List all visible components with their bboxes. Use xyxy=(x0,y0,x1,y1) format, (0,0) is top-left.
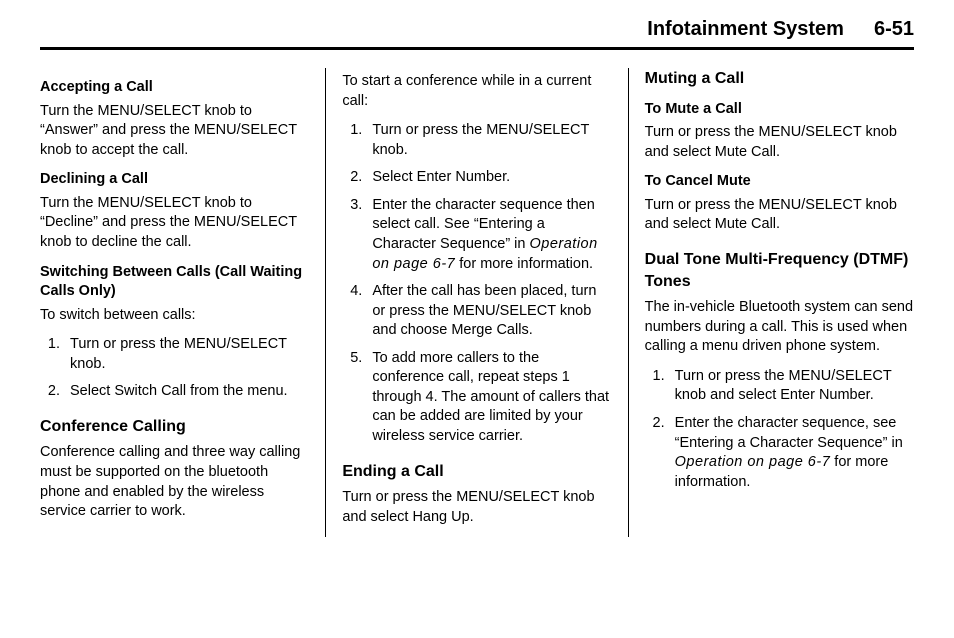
para-conference-intro: To start a conference while in a current… xyxy=(342,72,611,111)
heading-to-mute: To Mute a Call xyxy=(645,100,914,120)
heading-ending-call: Ending a Call xyxy=(342,461,611,483)
para-switching-intro: To switch between calls: xyxy=(40,306,309,326)
para-to-mute: Turn or press the MENU/SELECT knob and s… xyxy=(645,123,914,162)
text: Enter the character sequence, see “Enter… xyxy=(675,415,903,451)
column-2: To start a conference while in a current… xyxy=(326,68,627,537)
heading-declining-call: Declining a Call xyxy=(40,170,309,190)
list-conference-steps: Turn or press the MENU/SELECT knob. Sele… xyxy=(342,121,611,446)
text: for more information. xyxy=(455,256,593,272)
heading-cancel-mute: To Cancel Mute xyxy=(645,172,914,192)
list-dtmf-steps: Turn or press the MENU/SELECT knob and s… xyxy=(645,367,914,492)
para-conference-calling: Conference calling and three way calling… xyxy=(40,443,309,521)
page-header: Infotainment System 6-51 xyxy=(40,18,914,50)
column-3: Muting a Call To Mute a Call Turn or pre… xyxy=(629,68,914,537)
para-declining-call: Turn the MENU/SELECT knob to “Decline” a… xyxy=(40,194,309,253)
list-switching-steps: Turn or press the MENU/SELECT knob. Sele… xyxy=(40,335,309,402)
list-item: After the call has been placed, turn or … xyxy=(366,282,611,341)
heading-dtmf: Dual Tone Multi-Frequency (DTMF) Tones xyxy=(645,249,914,292)
list-item: Turn or press the MENU/SELECT knob. xyxy=(366,121,611,160)
header-page-number: 6-51 xyxy=(874,18,914,41)
ref-italic: Operation on page 6-7 xyxy=(675,454,831,470)
list-item: Enter the character sequence, see “Enter… xyxy=(669,414,914,492)
heading-switching-calls: Switching Between Calls (Call Waiting Ca… xyxy=(40,263,309,302)
para-accepting-call: Turn the MENU/SELECT knob to “Answer” an… xyxy=(40,102,309,161)
list-item: Turn or press the MENU/SELECT knob. xyxy=(64,335,309,374)
list-item: To add more callers to the conference ca… xyxy=(366,349,611,447)
column-1: Accepting a Call Turn the MENU/SELECT kn… xyxy=(40,68,325,537)
list-item: Select Enter Number. xyxy=(366,168,611,188)
heading-accepting-call: Accepting a Call xyxy=(40,78,309,98)
list-item: Turn or press the MENU/SELECT knob and s… xyxy=(669,367,914,406)
header-title: Infotainment System xyxy=(647,18,844,41)
heading-muting-call: Muting a Call xyxy=(645,68,914,90)
manual-page: Infotainment System 6-51 Accepting a Cal… xyxy=(0,0,954,537)
para-ending-call: Turn or press the MENU/SELECT knob and s… xyxy=(342,488,611,527)
para-cancel-mute: Turn or press the MENU/SELECT knob and s… xyxy=(645,196,914,235)
list-item: Enter the character sequence then select… xyxy=(366,196,611,274)
list-item: Select Switch Call from the menu. xyxy=(64,382,309,402)
content-columns: Accepting a Call Turn the MENU/SELECT kn… xyxy=(40,68,914,537)
heading-conference-calling: Conference Calling xyxy=(40,416,309,438)
para-dtmf: The in-vehicle Bluetooth system can send… xyxy=(645,298,914,357)
